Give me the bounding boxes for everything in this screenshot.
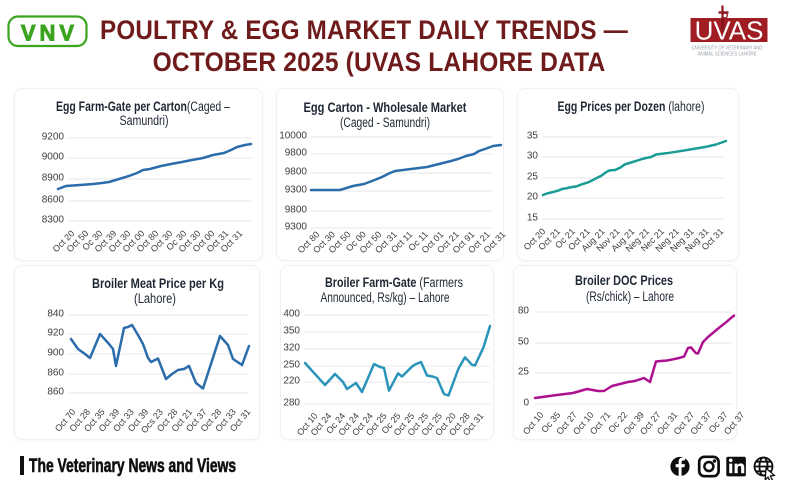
svg-text:30: 30 [527,151,539,162]
svg-text:9800: 9800 [285,148,308,159]
svg-text:50: 50 [518,337,530,348]
svg-text:Broiler Farm-Gate (Farmers: Broiler Farm-Gate (Farmers [325,275,463,290]
svg-text:9300: 9300 [285,185,308,196]
svg-text:320: 320 [283,343,300,354]
svg-text:250: 250 [283,360,300,371]
svg-text:(Rs/chick) – Lahore: (Rs/chick) – Lahore [586,289,674,304]
svg-text:VNV: VNV [21,21,78,46]
svg-text:860: 860 [47,368,64,379]
svg-text:25: 25 [527,172,539,183]
svg-text:0: 0 [523,398,529,409]
svg-text:9300: 9300 [285,222,308,233]
svg-text:9000: 9000 [42,152,65,163]
svg-text:15: 15 [527,213,539,224]
svg-text:UVAS: UVAS [695,16,764,46]
svg-text:8900: 8900 [42,173,65,184]
svg-text:35: 35 [527,131,539,142]
svg-text:UNIVERSITY OF VETERINARY AND: UNIVERSITY OF VETERINARY AND [692,46,763,52]
svg-text:8300: 8300 [42,215,65,226]
svg-text:8600: 8600 [42,195,65,206]
svg-text:9800: 9800 [285,167,308,178]
svg-text:Broiler Meat Price per Kg: Broiler Meat Price per Kg [92,276,224,291]
svg-text:220: 220 [283,376,300,387]
svg-text:350: 350 [283,326,300,337]
svg-text:Egg Prices per Dozen (lahore): Egg Prices per Dozen (lahore) [558,99,705,114]
svg-text:Egg Farm-Gate per Carton(Caged: Egg Farm-Gate per Carton(Caged – [56,99,230,114]
svg-text:Announced, Rs/kg) – Lahore: Announced, Rs/kg) – Lahore [321,290,450,305]
svg-text:(Caged - Samundri): (Caged - Samundri) [340,115,430,130]
svg-text:860: 860 [47,387,64,398]
svg-text:(Lahore): (Lahore) [134,291,176,306]
svg-text:Broiler DOC Prices: Broiler DOC Prices [575,273,673,288]
svg-text:920: 920 [47,328,64,339]
svg-text:280: 280 [283,398,300,409]
svg-text:840: 840 [47,309,64,320]
svg-text:400: 400 [283,309,300,320]
svg-text:9200: 9200 [42,132,65,143]
svg-text:9800: 9800 [285,205,308,216]
svg-text:25: 25 [518,367,530,378]
svg-text:900: 900 [47,348,64,359]
svg-text:Egg Carton - Wholesale Market: Egg Carton - Wholesale Market [304,100,467,115]
svg-text:80: 80 [518,306,530,317]
svg-text:10000: 10000 [279,131,307,142]
svg-text:ANIMAL SCIENCES LAHORE: ANIMAL SCIENCES LAHORE [698,52,758,58]
svg-text:20: 20 [527,192,539,203]
svg-text:Samundri): Samundri) [120,113,169,128]
svg-text:Oct 10: Oct 10 [521,410,546,437]
